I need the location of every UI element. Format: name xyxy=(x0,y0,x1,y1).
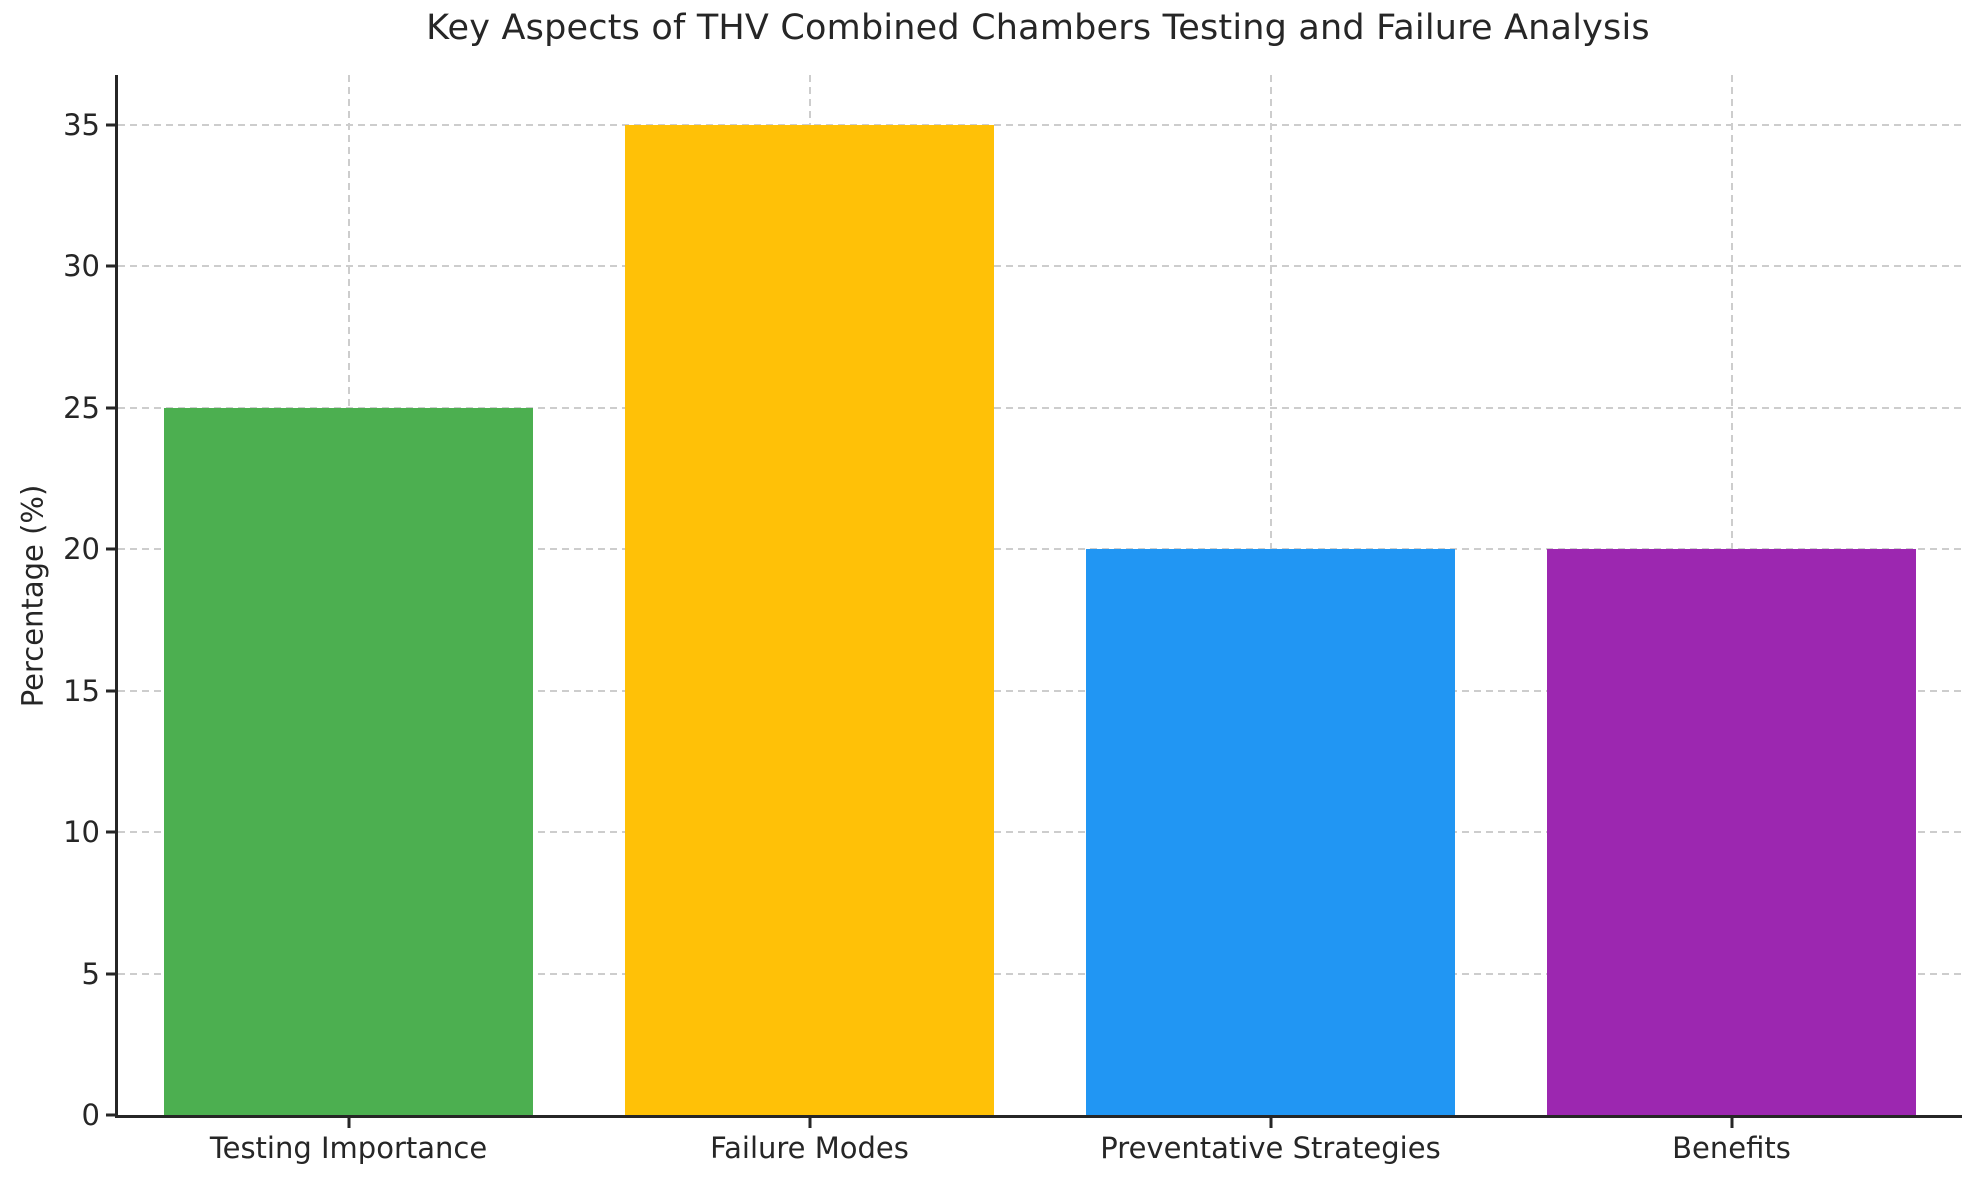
y-axis-label-container: Percentage (%) xyxy=(4,75,60,1117)
y-tick-label: 15 xyxy=(63,673,100,708)
plot-area: 0 5 10 15 20 25 30 35 Testing Importance Failure … xyxy=(63,75,1962,1165)
x-tick-label: Testing Importance xyxy=(209,1131,488,1165)
y-tick-label: 10 xyxy=(63,815,100,849)
y-axis-tick xyxy=(106,830,118,834)
y-axis-tick xyxy=(106,406,118,410)
y-tick-label: 35 xyxy=(63,107,100,142)
y-tick-label: 20 xyxy=(63,532,100,566)
chart-title: Key Aspects of THV Combined Chambers Tes… xyxy=(426,8,1650,48)
y-axis-tick xyxy=(106,123,118,127)
bar-preventative-strategies xyxy=(1086,549,1455,1115)
x-tick-label: Benefits xyxy=(1672,1131,1791,1165)
y-tick-label: 5 xyxy=(81,956,100,991)
bar-benefits xyxy=(1547,549,1916,1115)
bar-testing-importance xyxy=(164,407,533,1115)
y-axis-label: Percentage (%) xyxy=(15,484,50,708)
horizontal-gridline xyxy=(118,123,1962,126)
x-axis-tick xyxy=(347,1115,350,1128)
y-axis-tick xyxy=(106,689,118,692)
x-tick-label: Preventative Strategies xyxy=(1100,1131,1441,1165)
y-axis-tick xyxy=(106,547,118,551)
y-axis-tick xyxy=(106,1113,118,1117)
x-axis-tick xyxy=(808,1115,811,1128)
y-axis-tick xyxy=(106,972,118,975)
x-tick-label: Failure Modes xyxy=(710,1131,909,1165)
y-tick-label: 30 xyxy=(63,249,100,284)
y-tick-label: 0 xyxy=(81,1098,100,1132)
horizontal-gridline xyxy=(118,265,1962,268)
x-axis-tick xyxy=(1269,1115,1272,1128)
y-tick-label: 25 xyxy=(63,390,100,425)
y-axis-tick xyxy=(106,264,118,268)
x-axis-tick xyxy=(1730,1115,1733,1128)
bar-failure-modes xyxy=(625,124,994,1115)
